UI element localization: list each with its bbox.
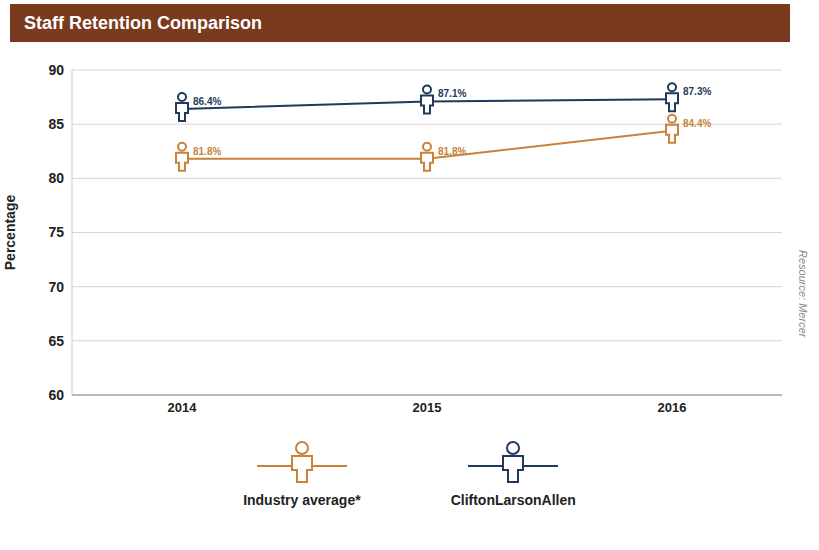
svg-text:75: 75	[48, 224, 64, 240]
svg-text:87.3%: 87.3%	[683, 86, 711, 97]
svg-text:85: 85	[48, 116, 64, 132]
svg-text:2016: 2016	[658, 400, 687, 415]
svg-text:80: 80	[48, 170, 64, 186]
html-text:Staff Retention Comparison: Staff Retention Comparison	[24, 13, 262, 33]
svg-text:65: 65	[48, 333, 64, 349]
svg-text:87.1%: 87.1%	[438, 88, 466, 99]
svg-text:81.8%: 81.8%	[438, 146, 466, 157]
svg-text:60: 60	[48, 387, 64, 403]
svg-text:2015: 2015	[413, 400, 442, 415]
svg-text:86.4%: 86.4%	[193, 96, 221, 107]
svg-text:84.4%: 84.4%	[683, 118, 711, 129]
html-text:Industry average*: Industry average*	[243, 492, 361, 508]
svg-text:2014: 2014	[168, 400, 198, 415]
svg-text:90: 90	[48, 62, 64, 78]
html-text:Resource: Mercer: Resource: Mercer	[797, 250, 809, 338]
svg-text:81.8%: 81.8%	[193, 146, 221, 157]
svg-text:Percentage: Percentage	[2, 195, 18, 271]
html-text:CliftonLarsonAllen: CliftonLarsonAllen	[450, 492, 576, 508]
svg-text:70: 70	[48, 279, 64, 295]
